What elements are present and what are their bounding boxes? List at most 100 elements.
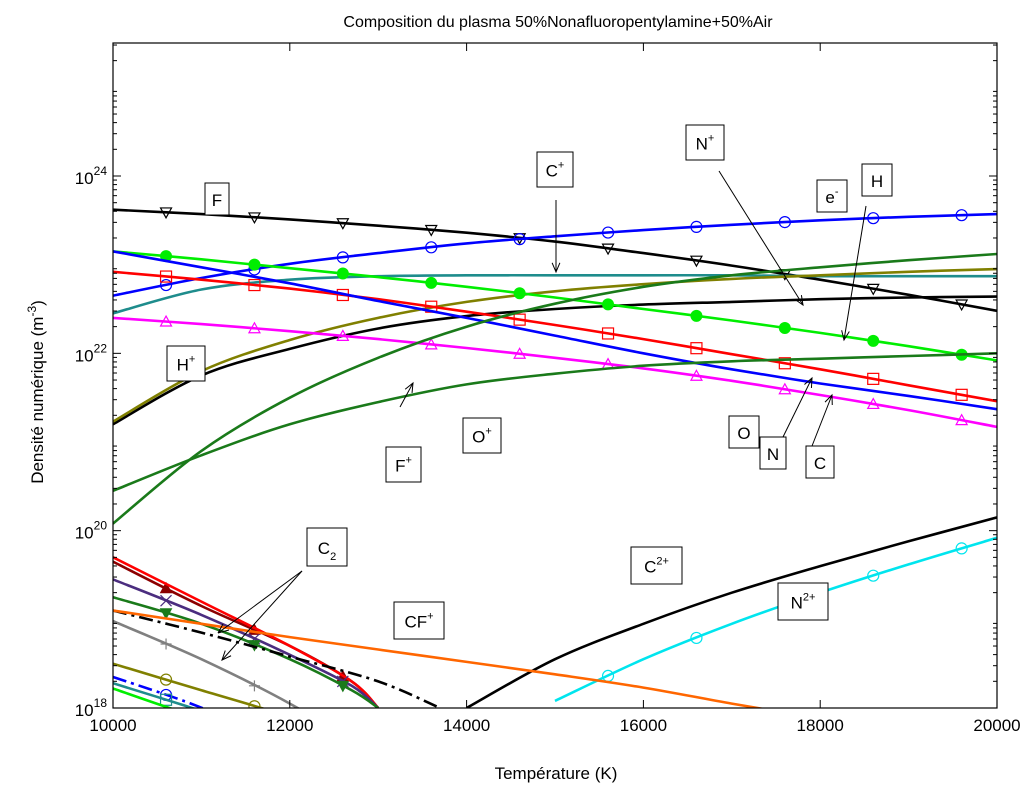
series-hplus-marker — [159, 314, 173, 327]
y-axis-label: Densité numérique (m-3) — [25, 300, 47, 484]
label-eminusminus-text: e- — [825, 186, 838, 207]
minor-curve-6-line — [113, 675, 206, 708]
label-n-arrowhead — [804, 376, 813, 389]
minor-curve-1 — [113, 556, 380, 708]
label-cminusplus: C+ — [536, 151, 574, 274]
series-h — [113, 267, 997, 423]
series-f-marker — [424, 224, 438, 237]
label-n-arrow — [782, 377, 813, 438]
label-c-arrowhead — [824, 393, 833, 406]
minor-curve-8-line — [113, 687, 174, 708]
label-n-box — [759, 436, 787, 470]
minor-curve-0-marker — [159, 581, 173, 594]
series-cfplus-line — [113, 609, 766, 708]
series-oplus — [113, 252, 997, 525]
label-f-text: F — [212, 191, 222, 210]
series-eminus-marker — [690, 220, 703, 233]
series-c2-marker — [160, 638, 172, 650]
plot-frame — [112, 42, 998, 709]
series-fplus — [113, 352, 997, 493]
series-f-marker — [247, 212, 261, 225]
series-eminus-marker — [336, 251, 349, 264]
series-hplus — [113, 314, 997, 429]
label-nminusplus-box — [685, 124, 725, 161]
label-f-box — [204, 182, 230, 216]
minor-curve-4-line — [113, 609, 441, 708]
series-o-line — [113, 270, 997, 403]
series-hplus-marker — [689, 369, 703, 381]
label-ominusplus: O+ — [462, 417, 502, 454]
label-fminusplus: F+ — [385, 381, 422, 483]
minor-curve-2-line — [113, 578, 380, 708]
label-ominusplus-text: O+ — [472, 426, 492, 447]
label-cminus2plus-text: C2+ — [644, 556, 669, 577]
series-n-marker — [425, 276, 438, 289]
label-eminusminus: e- — [816, 179, 848, 213]
series-f-marker — [689, 255, 703, 268]
series-hplus-marker — [778, 382, 792, 395]
minor-curve-3-marker — [159, 608, 173, 620]
y-tick-label: 1024 — [75, 164, 108, 188]
series-f-marker — [601, 243, 615, 256]
series-o-marker — [690, 342, 703, 355]
series-n-line — [113, 250, 997, 362]
y-axis-label-end: ) — [28, 300, 47, 306]
series-n-marker — [690, 309, 703, 322]
series-hplus-marker — [955, 413, 969, 426]
series-hplus-line — [113, 316, 997, 429]
minor-curve-7-marker — [159, 693, 173, 706]
series-o-marker — [159, 270, 173, 283]
series-c2plus-line — [465, 516, 997, 708]
minor-curve-4 — [113, 609, 441, 708]
x-tick-label: 16000 — [620, 716, 667, 735]
minor-curve-2-marker — [160, 594, 172, 607]
label-fminusplus-arrowhead — [404, 381, 414, 394]
series-eminus-marker — [159, 278, 173, 292]
label-cminusplus-text: C+ — [546, 160, 565, 181]
label-fminusplus-text: F+ — [395, 455, 412, 476]
x-tick-label: 18000 — [797, 716, 844, 735]
label-n-text: N — [767, 445, 779, 464]
series-eminus-marker — [778, 216, 791, 229]
label-c-arrow — [811, 394, 833, 447]
label-nminusplus: N+ — [685, 124, 804, 307]
series-o-marker — [955, 388, 968, 401]
series-nplus — [113, 295, 997, 426]
label-fminusplus-box — [385, 446, 422, 483]
series-f-marker — [159, 207, 173, 220]
annotation-arrow-extra — [217, 570, 303, 634]
series-f-marker — [336, 218, 350, 230]
minor-curve-5-line — [113, 662, 266, 708]
series-hplus-marker — [866, 397, 880, 410]
series-o-marker — [513, 313, 526, 326]
series-c-line — [113, 250, 997, 411]
label-nminus2plus-box — [777, 582, 829, 621]
y-tick-label: 1022 — [75, 341, 108, 365]
series-n-marker — [602, 298, 615, 311]
series-eminus-marker — [425, 241, 438, 254]
series-f-marker — [955, 299, 969, 312]
label-c: C — [805, 393, 835, 479]
series-eminus-marker — [601, 226, 615, 239]
y-tick-label: 1020 — [75, 519, 108, 543]
series-fplus-line — [113, 352, 997, 493]
label-cfminusplus-box — [393, 601, 445, 640]
minor-curve-7 — [113, 681, 197, 708]
x-tick-label: 20000 — [973, 716, 1020, 735]
series-n2plus-marker — [690, 631, 703, 645]
label-eminusminus-box — [816, 179, 848, 213]
label-nminusplus-text: N+ — [696, 133, 715, 154]
series-o — [113, 270, 997, 403]
annotations: F C+ N+ e- H H+ F+ O+ ON C C2 CF+ C2+ N2+ — [166, 124, 893, 661]
series-n2plus-marker — [955, 542, 968, 555]
x-tick-label: 10000 — [89, 716, 136, 735]
label-cminus2-text: C2 — [318, 539, 336, 563]
minor-curve-3-marker — [336, 680, 350, 693]
label-cminus2-arrow — [221, 570, 303, 661]
series-cplus — [113, 273, 997, 315]
series-n-marker — [867, 334, 880, 347]
minor-curve-7-line — [113, 681, 197, 708]
series-n-marker — [513, 287, 526, 300]
series-n — [113, 250, 997, 362]
